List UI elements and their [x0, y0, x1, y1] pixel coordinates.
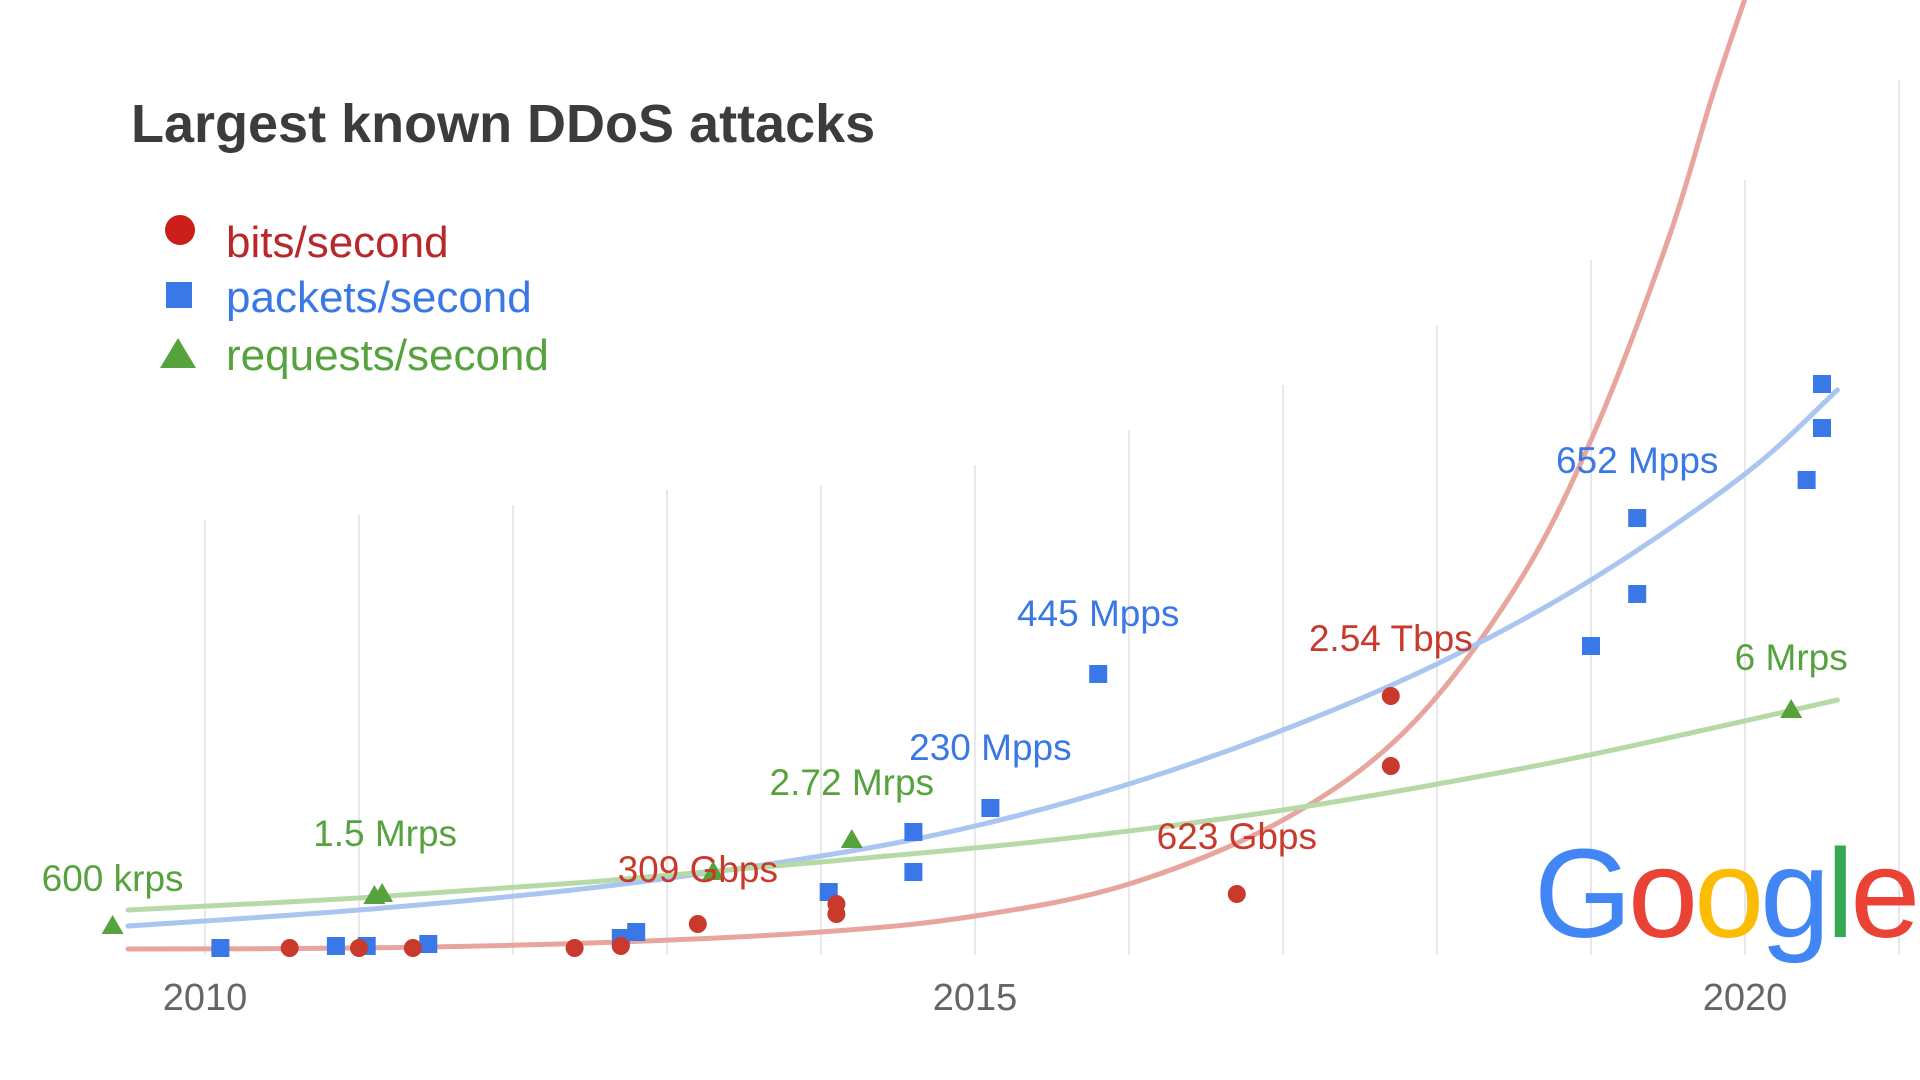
point-bits-0: [280, 939, 299, 957]
point-requests-3: [702, 861, 725, 880]
legend-item-requests: requests/second: [160, 331, 549, 380]
data-label-5: 445 Mpps: [1017, 593, 1180, 634]
logo-letter-1: o: [1628, 823, 1694, 964]
point-bits-8: [1227, 885, 1246, 903]
point-bits-7: [827, 895, 846, 913]
point-bits-1: [350, 939, 368, 957]
x-axis-ticks: 2010 2015 2020: [163, 977, 1788, 1019]
point-bits-4: [611, 937, 630, 955]
legend-marker-circle: [165, 215, 195, 245]
point-packets-1: [326, 937, 345, 955]
x-tick-2015: 2015: [933, 977, 1018, 1019]
chart-title: Largest known DDoS attacks: [131, 94, 875, 154]
point-bits-9: [1381, 757, 1400, 775]
data-markers: [101, 375, 1831, 957]
data-label-8: 652 Mpps: [1556, 440, 1719, 481]
point-bits-3: [565, 939, 584, 957]
point-requests-4: [840, 829, 863, 848]
legend-label-packets: packets/second: [226, 273, 532, 322]
point-packets-8: [904, 823, 923, 841]
point-bits-5: [688, 915, 707, 933]
logo-letter-3: g: [1760, 823, 1826, 964]
point-packets-7: [904, 863, 923, 881]
point-packets-13: [1628, 509, 1647, 527]
point-packets-11: [1582, 637, 1600, 655]
legend-label-bits: bits/second: [226, 218, 449, 267]
google-logo: Google: [1534, 823, 1920, 964]
legend-marker-triangle: [160, 338, 196, 368]
logo-letter-5: e: [1850, 823, 1916, 964]
point-requests-0: [101, 915, 124, 934]
legend: bits/second packets/second requests/seco…: [160, 215, 549, 380]
point-bits-10: [1381, 687, 1400, 705]
data-label-3: 2.72 Mrps: [770, 762, 935, 803]
logo-letter-0: G: [1534, 823, 1628, 964]
legend-label-requests: requests/second: [226, 331, 549, 380]
x-tick-2020: 2020: [1703, 977, 1788, 1019]
logo-letter-4: l: [1826, 823, 1850, 964]
trend-line-packets: [125, 387, 1840, 929]
data-label-2: 309 Gbps: [618, 849, 778, 890]
trend-line-bits: [125, 0, 1748, 952]
data-label-6: 623 Gbps: [1157, 816, 1317, 857]
point-requests-2: [371, 883, 394, 902]
trend-lines: [125, 0, 1840, 952]
point-packets-3: [419, 935, 438, 953]
x-tick-2010: 2010: [163, 977, 248, 1019]
legend-item-bits: bits/second: [165, 215, 449, 267]
data-label-0: 600 krps: [42, 858, 184, 899]
point-packets-0: [211, 939, 230, 957]
point-packets-16: [1813, 375, 1831, 393]
point-packets-15: [1813, 419, 1831, 437]
legend-item-packets: packets/second: [166, 273, 532, 322]
data-label-4: 230 Mpps: [909, 727, 1072, 768]
point-requests-5: [1780, 699, 1803, 718]
logo-letter-2: o: [1694, 823, 1760, 964]
point-packets-9: [981, 799, 1000, 817]
point-bits-2: [403, 939, 422, 957]
data-label-1: 1.5 Mrps: [313, 813, 457, 854]
data-label-9: 6 Mrps: [1735, 637, 1848, 678]
data-label-7: 2.54 Tbps: [1309, 618, 1473, 659]
point-packets-10: [1089, 665, 1108, 683]
gridlines: [204, 80, 1900, 955]
google-logo-text: Google: [1534, 823, 1916, 964]
trend-line-requests: [125, 697, 1840, 913]
point-packets-12: [1628, 585, 1647, 603]
legend-marker-square: [166, 282, 192, 308]
point-packets-5: [627, 923, 646, 941]
point-packets-14: [1797, 471, 1816, 489]
